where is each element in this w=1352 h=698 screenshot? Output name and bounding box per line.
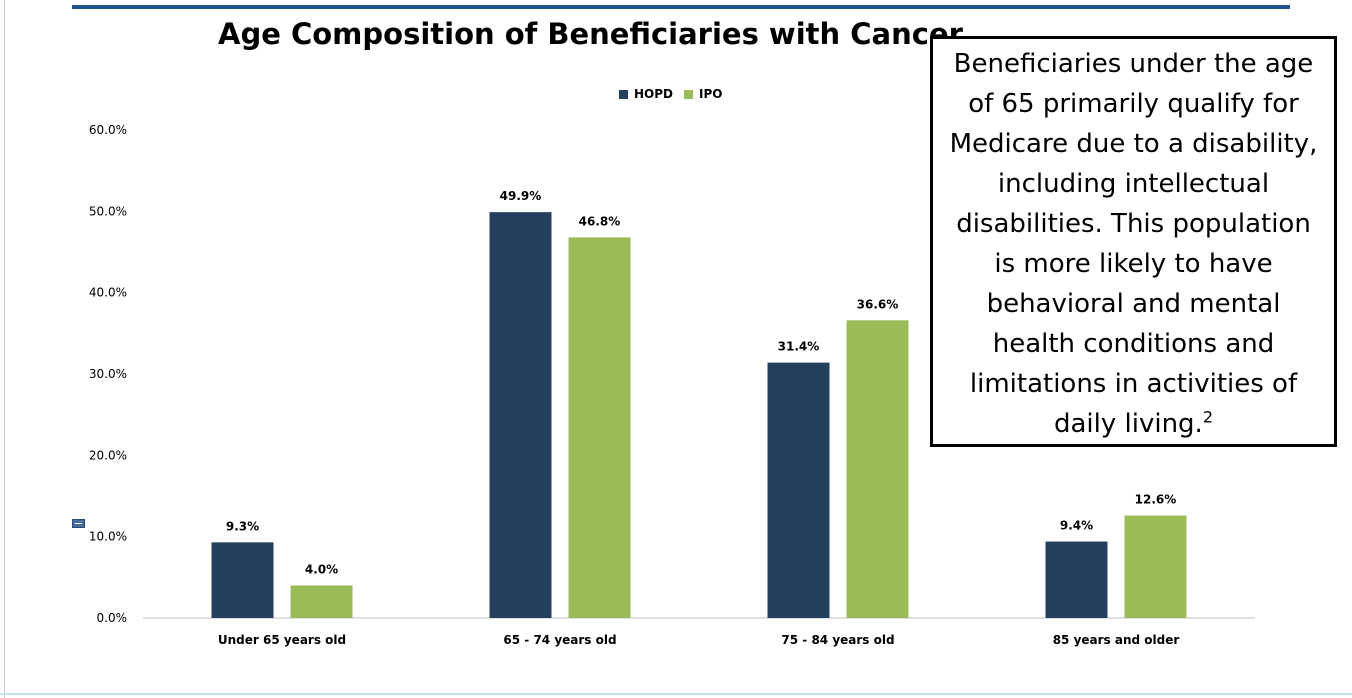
y-tick-label: 50.0% — [89, 204, 127, 218]
legend: HOPD IPO — [619, 87, 733, 101]
bar-hopd — [1045, 541, 1108, 618]
legend-item-ipo: IPO — [684, 87, 722, 101]
data-label: 9.3% — [226, 519, 259, 533]
slide-marker-icon[interactable] — [72, 519, 85, 528]
y-tick-label: 40.0% — [89, 286, 127, 300]
data-label: 46.8% — [579, 214, 621, 228]
x-tick-label: Under 65 years old — [218, 633, 346, 647]
callout-text: Beneficiaries under the age of 65 primar… — [949, 49, 1318, 439]
bottom-border — [0, 693, 1352, 695]
x-tick-label: 75 - 84 years old — [781, 633, 894, 647]
y-tick-label: 20.0% — [89, 448, 127, 462]
callout-box: Beneficiaries under the age of 65 primar… — [930, 36, 1337, 447]
legend-item-hopd: HOPD — [619, 87, 673, 101]
bar-ipo — [846, 320, 909, 618]
x-tick-label: 85 years and older — [1053, 633, 1180, 647]
x-tick-label: 65 - 74 years old — [503, 633, 616, 647]
legend-swatch-ipo — [684, 89, 693, 99]
data-label: 49.9% — [500, 189, 542, 203]
data-label: 31.4% — [778, 340, 820, 354]
legend-label-ipo: IPO — [699, 87, 723, 101]
bar-ipo — [568, 237, 631, 619]
data-label: 4.0% — [305, 562, 338, 576]
bar-hopd — [211, 542, 274, 618]
data-label: 9.4% — [1060, 519, 1093, 533]
bar-ipo — [290, 585, 353, 618]
chart-title: Age Composition of Beneficiaries with Ca… — [218, 17, 963, 51]
top-rule — [72, 5, 1290, 9]
left-border — [4, 0, 5, 698]
bar-hopd — [489, 212, 552, 618]
legend-swatch-hopd — [619, 89, 628, 99]
bar-hopd — [767, 362, 830, 618]
data-label: 36.6% — [857, 297, 899, 311]
legend-label-hopd: HOPD — [634, 87, 673, 101]
y-tick-label: 10.0% — [89, 530, 127, 544]
bar-ipo — [1124, 515, 1187, 618]
y-tick-label: 30.0% — [89, 367, 127, 381]
callout-footnote: 2 — [1202, 407, 1214, 427]
data-label: 12.6% — [1135, 493, 1177, 507]
y-tick-label: 60.0% — [89, 123, 127, 137]
y-tick-label: 0.0% — [97, 611, 128, 625]
